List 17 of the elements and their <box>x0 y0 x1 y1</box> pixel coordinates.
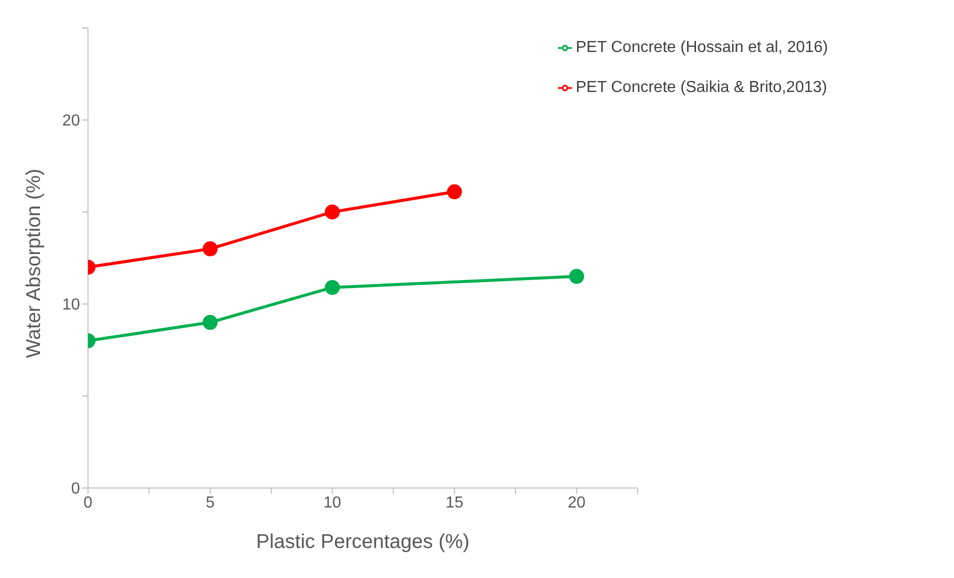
x-tick-label: 15 <box>446 494 464 512</box>
y-tick-label: 0 <box>71 480 80 498</box>
x-axis-title: Plastic Percentages (%) <box>256 531 470 553</box>
x-tick-label: 10 <box>323 494 342 512</box>
x-tick-label: 20 <box>568 494 586 512</box>
x-tick-label: 5 <box>206 494 215 512</box>
point <box>446 184 462 200</box>
point <box>202 314 218 330</box>
x-tick-label: 0 <box>84 494 93 512</box>
y-tick-label: 10 <box>62 296 80 314</box>
point <box>324 280 340 295</box>
y-axis-title: Water Absorption (%) <box>23 168 46 358</box>
legend-label: PET Concrete (Hossain et al, 2016) <box>576 39 828 56</box>
legend-label: PET Concrete (Saikia & Brito,2013) <box>576 79 828 96</box>
point <box>324 204 340 220</box>
point <box>202 241 218 256</box>
y-tick-label: 20 <box>62 112 80 130</box>
